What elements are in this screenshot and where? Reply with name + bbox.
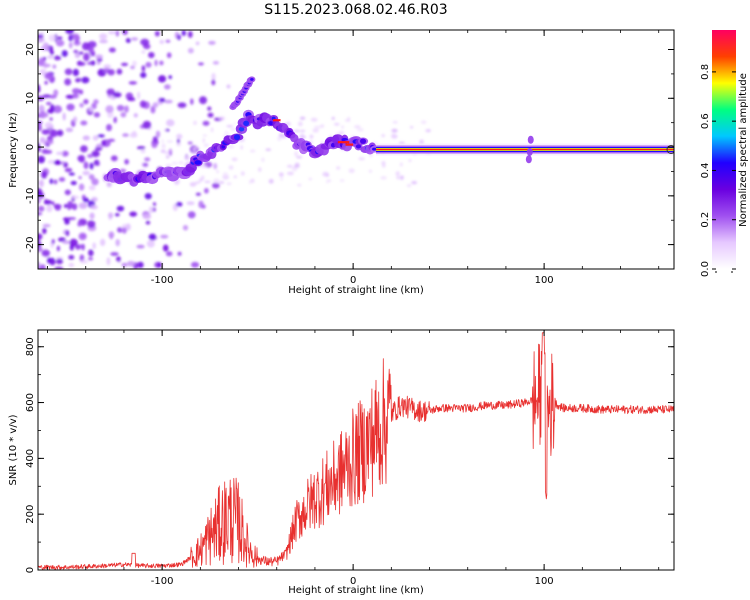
colorbar-ticks: 0.0 0.2 0.4 0.6 0.8 — [700, 64, 736, 277]
x-tick-label: 100 — [535, 576, 554, 587]
spectrogram-xlabel: Height of straight line (km) — [288, 285, 424, 296]
snr-ticks: -100 0 100 0 200 400 600 800 — [25, 330, 674, 587]
spectrogram-ylabel: Frequency (Hz) — [8, 112, 19, 188]
y-tick-label: -10 — [25, 188, 36, 204]
x-tick-label: 0 — [350, 275, 356, 286]
y-tick-label: 0 — [25, 567, 36, 573]
y-tick-label: 600 — [25, 393, 36, 412]
x-tick-label: 100 — [535, 275, 554, 286]
snr-series-line — [38, 332, 674, 570]
y-tick-label: 0 — [25, 144, 36, 150]
y-tick-label: 400 — [25, 449, 36, 468]
snr-frame — [37, 329, 675, 571]
figure-title: S115.2023.068.02.46.R03 — [264, 2, 447, 18]
snr-panel: -100 0 100 0 200 400 600 800 Height of straight… — [8, 329, 675, 596]
colorbar-tick-label: 0.0 — [700, 261, 711, 277]
colorbar-gradient — [712, 30, 736, 269]
colorbar-tick-label: 0.4 — [700, 162, 711, 178]
y-tick-label: -20 — [25, 236, 36, 252]
x-tick-label: 0 — [350, 576, 356, 587]
colorbar-label: Normalized spectral amplitude — [738, 73, 749, 227]
snr-xlabel: Height of straight line (km) — [288, 585, 424, 596]
x-tick-label: -100 — [151, 576, 174, 587]
colorbar-tick-label: 0.6 — [700, 113, 711, 129]
y-tick-label: 20 — [25, 43, 36, 56]
spectrogram-image — [38, 30, 674, 269]
y-tick-label: 200 — [25, 505, 36, 524]
x-tick-label: -100 — [151, 275, 174, 286]
spectrogram-frame — [37, 29, 675, 270]
colorbar-tick-label: 0.8 — [700, 64, 711, 80]
y-tick-label: 10 — [25, 92, 36, 105]
colorbar-tick-label: 0.2 — [700, 212, 711, 228]
snr-ylabel: SNR (10 * v/v) — [8, 414, 19, 485]
colorbar: 0.0 0.2 0.4 0.6 0.8 Normalized spectral ampl… — [700, 30, 749, 277]
y-tick-label: 800 — [25, 337, 36, 356]
